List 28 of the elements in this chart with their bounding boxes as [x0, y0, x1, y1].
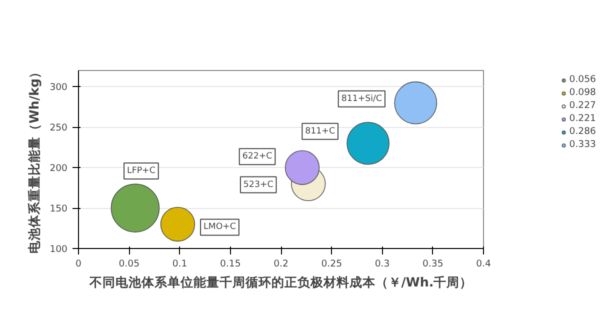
x-tick-label: 0.2: [274, 258, 288, 270]
x-tick-label: 0.25: [321, 258, 342, 270]
annotation: LMO+C: [204, 222, 236, 232]
annotation: LFP+C: [127, 166, 156, 176]
annotation: 622+C: [242, 152, 272, 162]
x-tick-label: 0.35: [422, 258, 444, 270]
x-tick-label: 0.15: [220, 258, 241, 270]
annotation: 811+Si/C: [341, 94, 382, 104]
y-axis-title: 电池体系重量比能量（Wh/kg）: [26, 65, 42, 254]
y-tick-label: 150: [50, 204, 68, 215]
y-tick-label: 250: [50, 122, 68, 134]
x-axis-title: 不同电池体系单位能量千周循环的正负极材料成本（￥/Wh.千周）: [88, 274, 473, 290]
x-tick-label: 0: [76, 258, 82, 270]
x-tick-label: 0.05: [118, 258, 140, 270]
x-tick-label: 0.3: [374, 258, 390, 270]
y-tick-label: 200: [50, 163, 68, 174]
x-tick-label: 0.1: [172, 258, 188, 270]
y-tick-label: 100: [50, 244, 68, 255]
legend-label: 0.098: [569, 87, 596, 98]
annotation: 523+C: [243, 180, 274, 190]
legend-label: 0.227: [569, 100, 596, 111]
legend-label: 0.333: [569, 139, 596, 150]
legend-label: 0.056: [569, 74, 596, 85]
legend-label: 0.286: [569, 126, 596, 137]
legend-label: 0.221: [569, 113, 596, 124]
y-tick-label: 300: [50, 82, 68, 94]
x-tick-label: 0.4: [476, 258, 491, 270]
annotation: 811+C: [305, 126, 335, 136]
